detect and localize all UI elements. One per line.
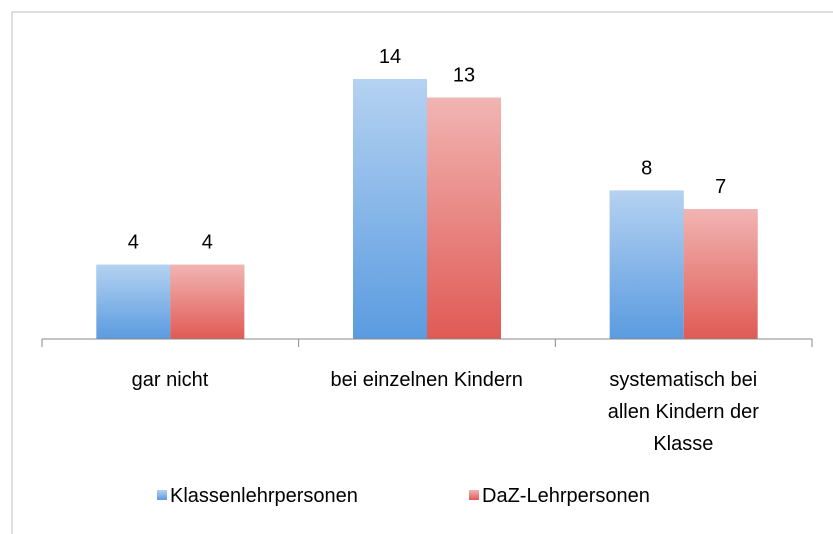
bar-shine bbox=[683, 209, 758, 339]
legend-swatch-shine bbox=[469, 490, 479, 500]
chart-border bbox=[11, 11, 833, 534]
value-label: 14 bbox=[379, 46, 401, 68]
x-tick-label: bei einzelnen Kindern bbox=[330, 369, 523, 391]
legend-label: Klassenlehrpersonen bbox=[170, 485, 358, 507]
value-label: 4 bbox=[128, 232, 139, 254]
legend-swatch-shine bbox=[157, 490, 167, 500]
value-label: 7 bbox=[715, 176, 726, 198]
legend-label: DaZ-Lehrpersonen bbox=[482, 485, 650, 507]
value-label: 8 bbox=[641, 157, 652, 179]
bar-shine bbox=[170, 264, 245, 339]
bar-shine bbox=[96, 264, 171, 339]
bar-shine bbox=[427, 97, 501, 339]
value-label: 4 bbox=[202, 232, 213, 254]
bar-shine bbox=[609, 190, 684, 339]
bar-shine bbox=[353, 79, 427, 339]
value-label: 13 bbox=[453, 65, 475, 87]
x-tick-label: gar nicht bbox=[131, 369, 209, 391]
x-tick-label: systematisch bei allen Kindern der Klass… bbox=[607, 369, 759, 455]
